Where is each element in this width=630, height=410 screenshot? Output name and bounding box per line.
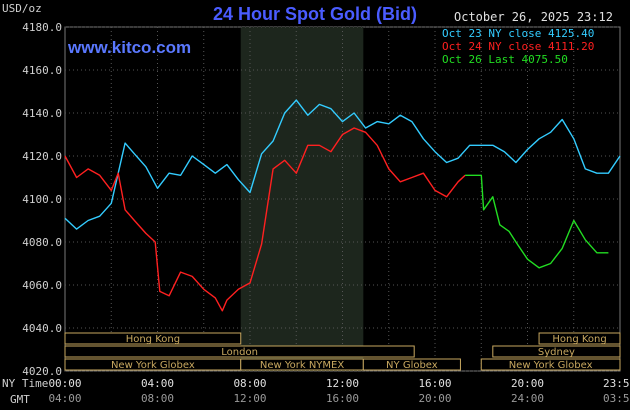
x-tick-ny: 23:59 (603, 377, 630, 390)
market-session-label: New York NYMEX (260, 360, 345, 371)
market-session-bar (480, 358, 621, 371)
market-session-label: Hong Kong (126, 334, 180, 345)
y-axis-label: USD/oz (2, 2, 42, 15)
market-session-bar (538, 332, 621, 345)
y-tick-label: 4140.0 (22, 107, 62, 120)
nymex-session-band (240, 27, 364, 371)
gmt-label: GMT (10, 393, 30, 406)
legend-entry-oct24: Oct 24 NY close 4111.20 (442, 40, 595, 53)
market-session-bar (64, 345, 415, 358)
x-tick-ny: 08:00 (233, 377, 266, 390)
x-tick-gmt: 24:00 (511, 392, 544, 405)
y-tick-label: 4100.0 (22, 193, 62, 206)
market-session-label: Sydney (538, 347, 575, 358)
x-tick-ny: 20:00 (511, 377, 544, 390)
site-name: www.kitco.com (68, 38, 192, 57)
market-session-label: New York Globex (509, 360, 593, 371)
series-line-1 (64, 99, 621, 230)
market-session-bar (492, 345, 621, 358)
x-tick-ny: 16:00 (418, 377, 451, 390)
x-tick-gmt: 08:00 (141, 392, 174, 405)
x-tick-gmt: 04:00 (48, 392, 81, 405)
market-session-label: London (221, 347, 258, 358)
y-tick-label: 4060.0 (22, 279, 62, 292)
y-tick-label: 4080.0 (22, 236, 62, 249)
x-tick-gmt: 20:00 (418, 392, 451, 405)
market-session-bar (64, 332, 242, 345)
y-tick-label: 4040.0 (22, 322, 62, 335)
y-tick-label: 4020.0 (22, 365, 62, 378)
x-tick-ny: 04:00 (141, 377, 174, 390)
market-session-label: NY Globex (386, 360, 438, 371)
x-tick-ny: 12:00 (326, 377, 359, 390)
market-session-label: Hong Kong (552, 334, 606, 345)
x-tick-ny: 00:00 (48, 377, 81, 390)
timestamp: October 26, 2025 23:12 (454, 10, 613, 24)
ny-time-label: NY Time (2, 377, 49, 390)
series-line-2 (64, 127, 466, 312)
chart-title: 24 Hour Spot Gold (Bid) (213, 4, 417, 24)
y-tick-label: 4160.0 (22, 64, 62, 77)
legend-entry-oct23: Oct 23 NY close 4125.40 (442, 27, 595, 40)
x-tick-gmt: 03:59 (603, 392, 630, 405)
y-tick-label: 4180.0 (22, 21, 62, 34)
legend-entry-oct26: Oct 26 Last 4075.50 (442, 53, 568, 66)
market-session-label: New York Globex (111, 360, 195, 371)
y-tick-label: 4120.0 (22, 150, 62, 163)
market-session-bar (362, 358, 461, 371)
x-tick-gmt: 16:00 (326, 392, 359, 405)
x-tick-gmt: 12:00 (233, 392, 266, 405)
series-line-3 (465, 174, 609, 269)
